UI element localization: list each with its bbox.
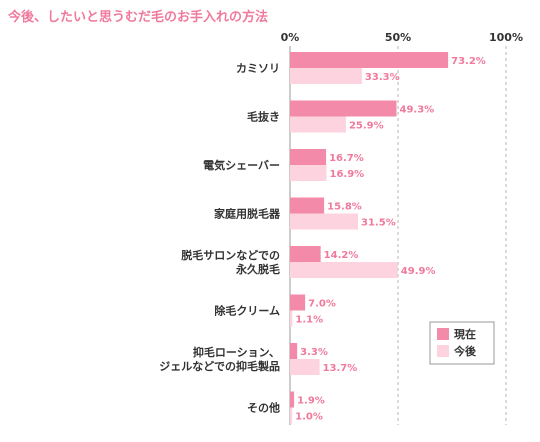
legend-swatch [437, 328, 449, 340]
bar [290, 197, 325, 214]
category-label: 除毛クリーム [214, 304, 280, 318]
bar [290, 294, 306, 311]
data-label: 15.8% [327, 202, 362, 213]
bar [290, 391, 295, 408]
bar [290, 246, 321, 262]
data-label: 49.9% [401, 266, 436, 277]
x-tick-label: 50% [385, 31, 411, 44]
category-label: 毛抜き [247, 110, 280, 124]
data-label: 1.1% [295, 315, 323, 326]
category-label: 家庭用脱毛器 [214, 207, 281, 221]
bar [290, 359, 320, 375]
bar [290, 343, 298, 359]
data-label: 33.3% [365, 72, 400, 83]
bar [290, 149, 327, 165]
bar [290, 310, 293, 327]
category-label: 脱毛サロンなどでの [181, 248, 280, 262]
data-label: 1.9% [297, 396, 325, 407]
bar [290, 68, 362, 84]
category-label: 永久脱毛 [235, 262, 280, 276]
data-label: 14.2% [324, 250, 359, 261]
category-label: ジェルなどでの抑毛製品 [159, 359, 280, 373]
data-label: 1.0% [295, 412, 323, 423]
legend-label: 現在 [454, 327, 476, 341]
data-label: 13.7% [323, 363, 358, 374]
legend-label: 今後 [453, 344, 477, 358]
bar [290, 52, 449, 68]
data-label: 16.9% [330, 169, 365, 180]
bar [290, 407, 293, 424]
bar [290, 116, 346, 133]
bar [290, 262, 398, 278]
bar [290, 100, 397, 117]
bar [290, 213, 359, 230]
bar [290, 165, 327, 181]
data-label: 7.0% [308, 299, 336, 310]
category-label: 電気シェーバー [203, 158, 280, 172]
data-label: 25.9% [349, 121, 384, 132]
x-tick-label: 0% [281, 31, 300, 44]
data-label: 3.3% [300, 347, 328, 358]
category-label: 抑毛ローション、 [193, 345, 280, 359]
category-label: その他 [247, 401, 280, 415]
chart-title: 今後、したいと思うむだ毛のお手入れの方法 [8, 10, 269, 25]
data-label: 16.7% [329, 153, 364, 164]
data-label: 73.2% [451, 56, 486, 67]
data-label: 49.3% [399, 105, 434, 116]
category-label: カミソリ [236, 62, 280, 75]
legend-swatch [437, 345, 449, 357]
x-tick-label: 100% [489, 31, 523, 44]
data-label: 31.5% [361, 218, 396, 229]
